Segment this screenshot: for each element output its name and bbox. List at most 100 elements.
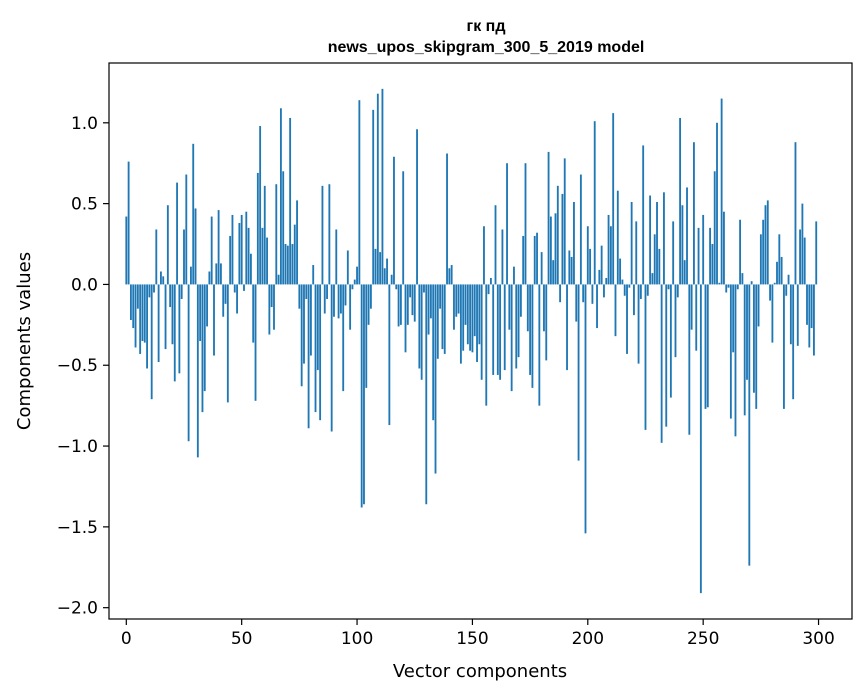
bar xyxy=(390,274,393,285)
y-tick-label: 0.0 xyxy=(71,275,98,295)
bar xyxy=(614,284,617,337)
bar xyxy=(547,151,550,285)
bar xyxy=(416,129,418,285)
bar xyxy=(506,163,508,285)
bar xyxy=(316,284,319,371)
bar xyxy=(312,265,315,285)
bar xyxy=(586,226,589,285)
bar xyxy=(379,252,382,285)
bar xyxy=(351,284,354,290)
bar xyxy=(286,245,289,285)
bar xyxy=(436,284,439,359)
bar xyxy=(206,284,208,327)
bar xyxy=(667,284,670,290)
bar xyxy=(480,284,483,380)
bar xyxy=(806,284,808,325)
bar xyxy=(501,229,504,285)
y-tick-label: 0.5 xyxy=(71,195,98,215)
bar xyxy=(748,284,751,566)
bar xyxy=(453,284,455,330)
x-tick-label: 150 xyxy=(456,629,488,649)
bar xyxy=(337,284,340,319)
bar xyxy=(413,284,416,322)
bar xyxy=(686,187,688,285)
bar xyxy=(333,284,335,317)
bar xyxy=(725,284,728,293)
bar xyxy=(549,216,552,285)
bar xyxy=(503,284,506,371)
bar xyxy=(639,284,642,299)
bar xyxy=(538,284,541,406)
bar xyxy=(810,284,813,329)
bar xyxy=(746,284,748,380)
bar xyxy=(663,192,665,285)
bar xyxy=(406,284,409,325)
bar xyxy=(189,266,192,285)
bar xyxy=(263,185,266,285)
bar xyxy=(545,284,548,361)
bar xyxy=(215,263,218,285)
bar xyxy=(270,284,273,308)
bar xyxy=(300,284,303,387)
bar xyxy=(236,284,238,314)
bar xyxy=(540,252,543,285)
bar xyxy=(173,284,176,382)
bar xyxy=(669,284,672,398)
bar xyxy=(466,284,469,345)
bar xyxy=(279,108,282,285)
bar xyxy=(519,284,522,317)
bar xyxy=(226,284,229,403)
bar xyxy=(630,202,633,285)
bar xyxy=(418,284,421,369)
bar xyxy=(559,284,562,303)
bar xyxy=(485,284,488,406)
bar xyxy=(489,277,492,285)
bar xyxy=(688,284,691,435)
bar xyxy=(132,284,135,329)
bar xyxy=(213,284,215,356)
bar xyxy=(778,234,781,285)
bar xyxy=(494,205,497,285)
y-axis-ticks: −2.0 −1.5 −1.0 −0.5 0.0 0.5 1.0 xyxy=(57,114,109,619)
bar xyxy=(536,232,538,285)
bar xyxy=(323,284,326,314)
bar xyxy=(693,142,695,285)
bar xyxy=(360,284,363,508)
bar xyxy=(245,211,248,285)
bar xyxy=(575,284,578,322)
bar xyxy=(222,284,225,317)
bar xyxy=(254,284,257,401)
bar xyxy=(319,284,322,421)
bar xyxy=(277,274,280,285)
x-tick-label: 300 xyxy=(802,629,834,649)
bar xyxy=(579,174,582,285)
bar xyxy=(434,284,437,474)
bar xyxy=(776,261,778,285)
bar xyxy=(166,205,169,285)
bar xyxy=(411,284,414,316)
bar xyxy=(321,185,324,285)
bar xyxy=(556,185,559,285)
bar xyxy=(273,284,275,330)
bar xyxy=(526,284,529,332)
x-tick-label: 0 xyxy=(121,629,132,649)
bar xyxy=(723,211,725,285)
bar xyxy=(764,205,767,285)
bar xyxy=(656,202,658,285)
bar xyxy=(799,229,802,285)
y-tick-label: −0.5 xyxy=(57,356,98,376)
bar xyxy=(344,284,347,306)
x-tick-label: 100 xyxy=(341,629,373,649)
bar xyxy=(409,284,412,298)
bar xyxy=(240,214,243,285)
bar xyxy=(554,213,557,285)
x-tick-label: 50 xyxy=(231,629,253,649)
bar xyxy=(381,88,384,285)
bar xyxy=(683,260,686,285)
bar xyxy=(187,284,190,442)
bar xyxy=(229,235,232,285)
plot-area-frame xyxy=(108,62,853,620)
bar xyxy=(148,284,151,298)
bar xyxy=(676,284,679,298)
